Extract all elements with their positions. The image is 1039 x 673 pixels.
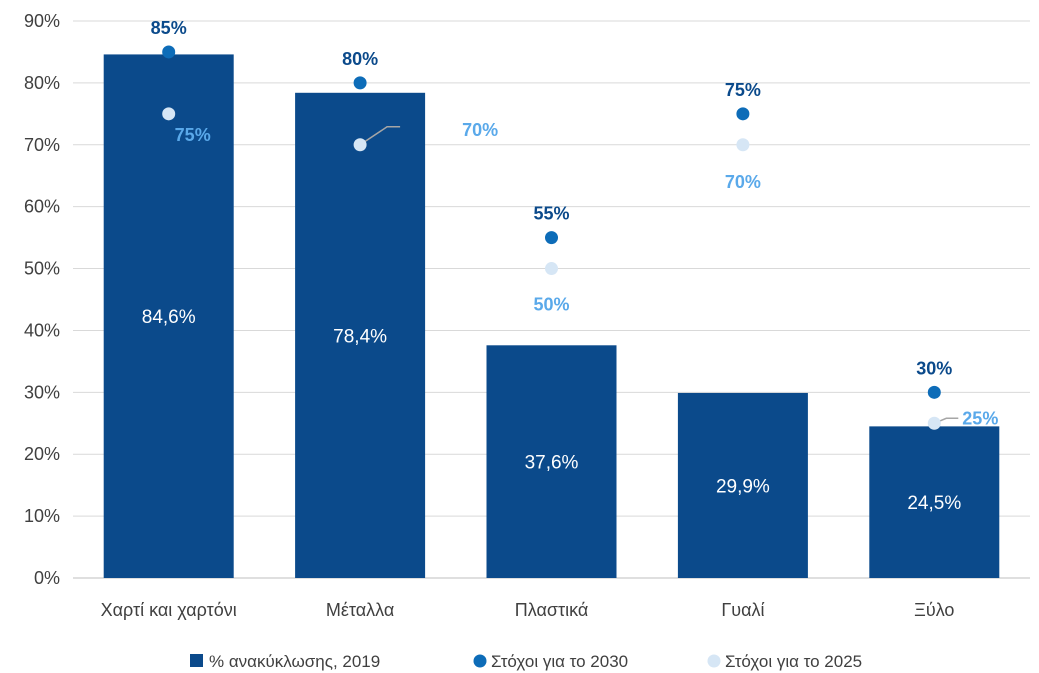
target-2025-leader-line <box>359 126 401 146</box>
y-tick-label: 20% <box>24 444 60 464</box>
target-2030-label: 75% <box>725 80 761 100</box>
y-tick-label: 90% <box>24 11 60 31</box>
target-dots: 85% 80% 55% 75% 30% 75% 70% 50% 70% 25% <box>151 18 998 430</box>
x-category-label: Χαρτί και χαρτόνι <box>101 600 237 620</box>
x-category-label: Ξύλο <box>914 600 954 620</box>
bar <box>295 92 426 579</box>
x-category-label: Γυαλί <box>721 600 764 620</box>
y-tick-label: 40% <box>24 320 60 340</box>
bar-value-label: 37,6% <box>525 453 579 474</box>
target-2030-label: 80% <box>342 49 378 69</box>
target-2030-label: 55% <box>533 204 569 224</box>
target-2030-label: 85% <box>151 18 187 38</box>
target-2025-label: 70% <box>725 172 761 192</box>
legend-swatch-recycling-2019 <box>190 654 203 667</box>
x-axis-categories: Χαρτί και χαρτόνι Μέταλλα Πλαστικά Γυαλί Ξύλ… <box>101 600 955 620</box>
leader-lines <box>359 126 959 424</box>
bar <box>869 426 1000 578</box>
target-2030-label: 30% <box>916 358 952 378</box>
y-tick-label: 10% <box>24 506 60 526</box>
bar <box>677 392 808 578</box>
target-2030-dot <box>927 385 941 399</box>
target-2025-label: 50% <box>533 295 569 315</box>
y-tick-label: 50% <box>24 259 60 279</box>
target-2025-dot <box>927 416 941 430</box>
legend-label-recycling-2019: % ανακύκλωσης, 2019 <box>209 652 380 671</box>
bar-value-label: 29,9% <box>716 476 770 497</box>
target-2030-dot <box>736 107 750 121</box>
legend-item-targets-2025[interactable]: Στόχοι για το 2025 <box>707 652 863 671</box>
x-category-label: Μέταλλα <box>326 600 394 620</box>
legend-item-targets-2030[interactable]: Στόχοι για το 2030 <box>473 652 629 671</box>
y-axis-ticks: 0% 10% 20% 30% 40% 50% 60% 70% 80% 90% <box>24 11 60 588</box>
bar <box>103 54 234 579</box>
target-2025-dot <box>353 138 367 152</box>
bar-value-label: 24,5% <box>907 493 961 514</box>
bar-value-label: 84,6% <box>142 307 196 328</box>
legend-swatch-targets-2025 <box>707 654 721 668</box>
y-tick-label: 80% <box>24 73 60 93</box>
bar-value-label: 78,4% <box>333 326 387 347</box>
target-2025-dot <box>545 262 558 276</box>
legend: % ανακύκλωσης, 2019 Στόχοι για το 2030 Σ… <box>190 652 862 671</box>
legend-label-targets-2030: Στόχοι για το 2030 <box>491 652 628 671</box>
y-tick-label: 70% <box>24 135 60 155</box>
y-tick-label: 0% <box>34 568 60 588</box>
y-tick-label: 60% <box>24 197 60 217</box>
legend-item-recycling-2019[interactable]: % ανακύκλωσης, 2019 <box>190 652 380 671</box>
target-2030-dot <box>545 231 558 245</box>
target-2030-dot <box>353 76 367 90</box>
legend-label-targets-2025: Στόχοι για το 2025 <box>725 652 862 671</box>
target-2030-dot <box>162 45 176 59</box>
legend-swatch-targets-2030 <box>473 654 487 668</box>
target-2025-dot <box>162 107 176 121</box>
x-category-label: Πλαστικά <box>515 600 589 620</box>
target-2025-label: 25% <box>962 408 998 428</box>
target-2025-label: 70% <box>462 120 498 140</box>
y-tick-label: 30% <box>24 382 60 402</box>
target-2025-label: 75% <box>175 125 211 145</box>
target-2025-dot <box>736 138 750 152</box>
bar <box>486 345 617 578</box>
bars: 84,6% 78,4% 37,6% 29,9% 24,5% <box>103 54 1000 579</box>
